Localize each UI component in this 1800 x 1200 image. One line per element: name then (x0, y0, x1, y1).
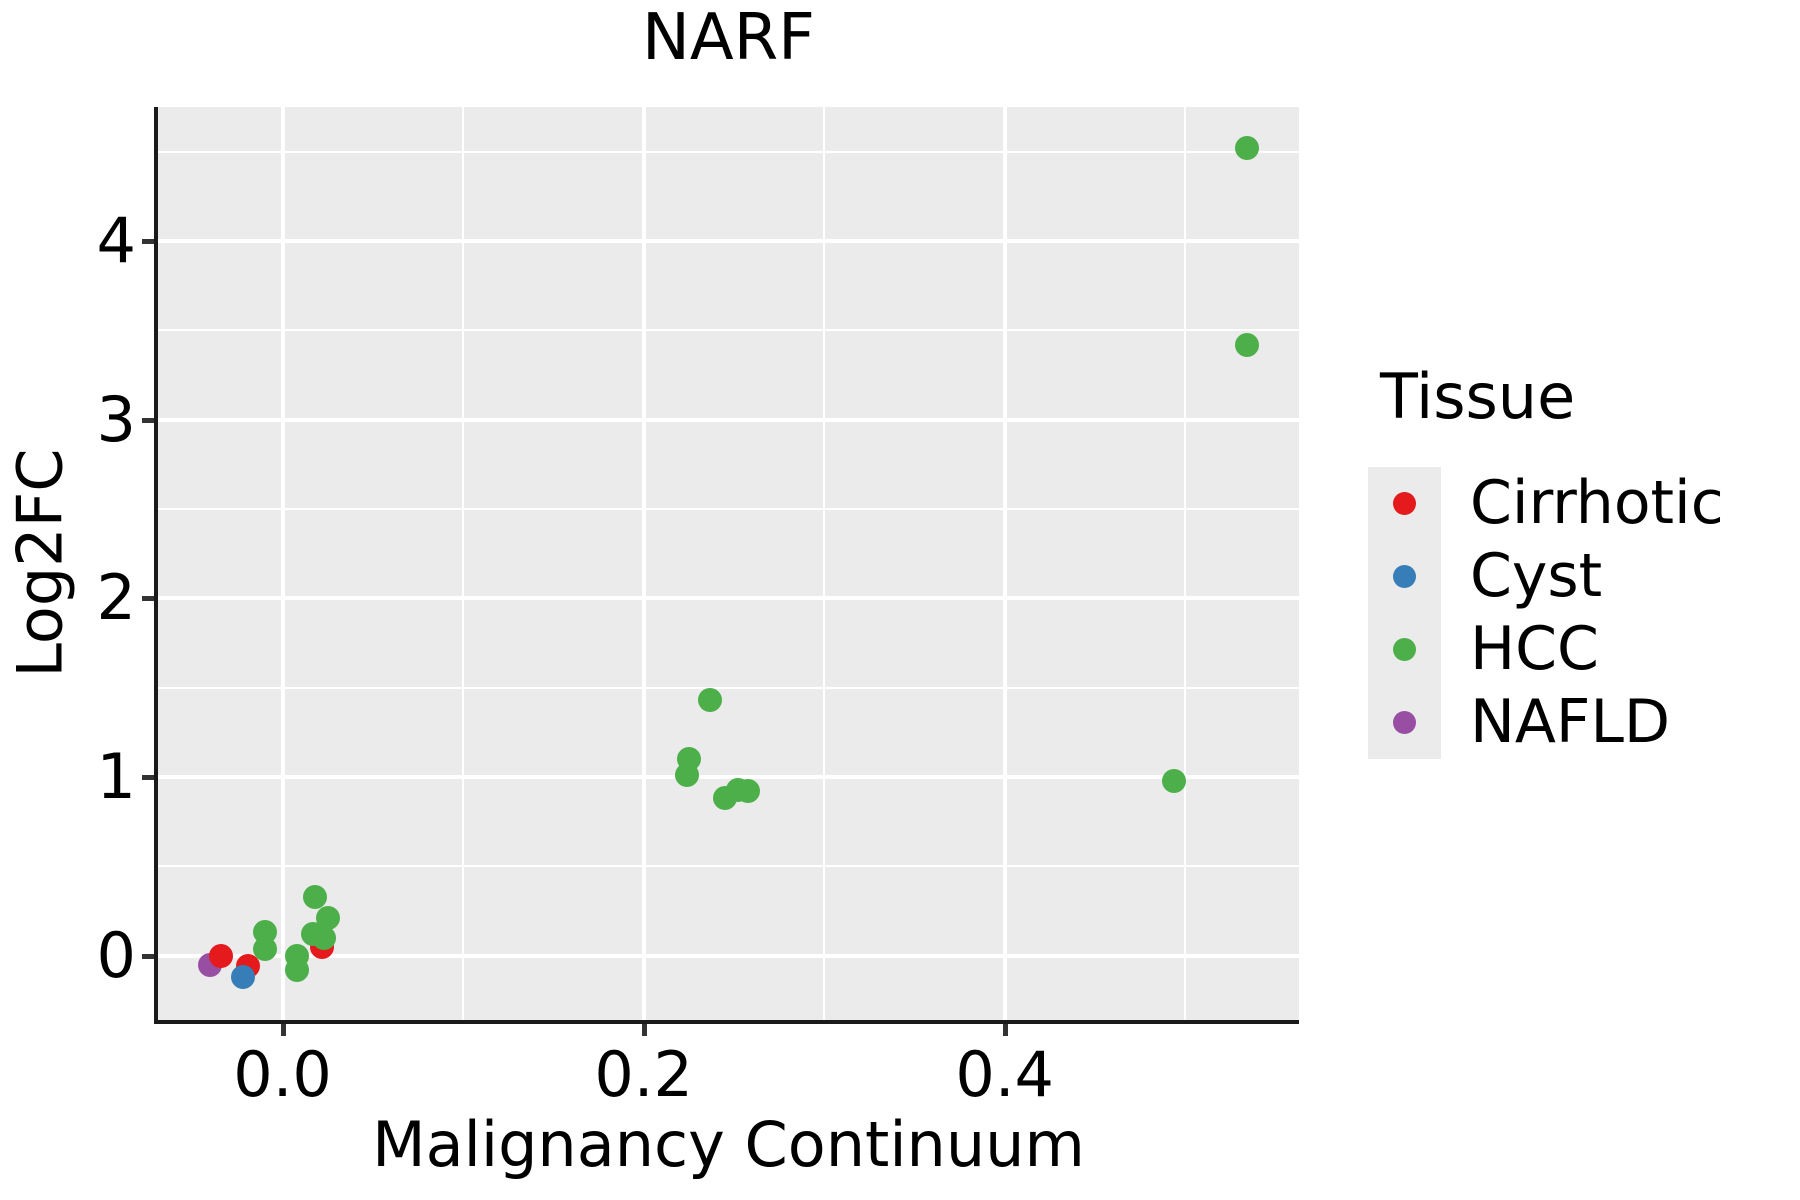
scatter-point-hcc (312, 925, 337, 950)
legend-key (1368, 540, 1441, 613)
scatter-point-hcc (736, 779, 761, 804)
minor-gridline-y (158, 508, 1299, 510)
major-gridline-y (158, 953, 1299, 958)
minor-gridline-y (158, 150, 1299, 153)
legend-label: NAFLD (1470, 687, 1671, 757)
major-gridline-y (158, 596, 1299, 601)
scatter-point-cyst (230, 965, 255, 990)
legend-label: Cyst (1470, 541, 1603, 611)
legend-dot-cyst (1393, 565, 1416, 588)
minor-gridline-y (158, 686, 1299, 689)
x-tick-label: 0.2 (594, 1038, 693, 1111)
legend-dot-nafld (1393, 711, 1416, 734)
legend-key (1368, 613, 1441, 686)
major-gridline-x (641, 107, 646, 1020)
y-axis-label: Log2FC (3, 448, 77, 678)
scatter-point-hcc (1162, 768, 1187, 793)
legend-key (1368, 467, 1441, 540)
scatter-point-hcc (1234, 332, 1259, 357)
scatter-point-hcc (285, 957, 309, 982)
major-gridline-x (280, 107, 285, 1020)
y-tick-label: 2 (96, 561, 136, 635)
x-tick-label: 0.4 (955, 1038, 1055, 1111)
y-axis-line (154, 107, 158, 1024)
legend-label: HCC (1470, 614, 1599, 684)
minor-gridline-y (158, 865, 1299, 868)
x-axis-line (154, 1020, 1299, 1024)
y-tick-mark (142, 953, 154, 959)
chart-title: NARF (642, 1, 815, 75)
major-gridline-x (1002, 107, 1007, 1020)
major-gridline-y (158, 239, 1299, 243)
minor-gridline-x (462, 107, 465, 1020)
y-tick-mark (142, 239, 154, 244)
scatter-point-hcc (252, 936, 277, 961)
x-axis-label: Malignancy Continuum (372, 1108, 1085, 1181)
major-gridline-y (158, 775, 1299, 779)
y-tick-mark (142, 775, 154, 780)
x-tick-mark (1002, 1024, 1008, 1036)
legend-title: Tissue (1380, 360, 1576, 433)
legend-dot-cirrhotic (1393, 492, 1416, 515)
scatter-point-hcc (698, 688, 723, 713)
scatter-point-hcc (674, 763, 699, 788)
minor-gridline-y (158, 329, 1299, 332)
scatter-point-hcc (1234, 136, 1259, 161)
legend-key (1368, 686, 1441, 759)
legend-label: Cirrhotic (1470, 468, 1724, 538)
x-tick-label: 0.0 (233, 1038, 332, 1111)
plot-panel (158, 107, 1299, 1020)
y-tick-label: 1 (96, 740, 136, 813)
legend-dot-hcc (1393, 638, 1416, 661)
y-tick-label: 4 (96, 204, 136, 277)
major-gridline-y (158, 417, 1299, 422)
minor-gridline-x (823, 107, 826, 1020)
scatter-point-cirrhotic (209, 943, 234, 968)
scatter-point-hcc (303, 884, 328, 909)
y-tick-mark (142, 417, 154, 423)
x-tick-mark (641, 1024, 647, 1036)
y-tick-label: 0 (96, 918, 136, 992)
minor-gridline-x (1184, 107, 1187, 1020)
y-tick-label: 3 (96, 382, 136, 456)
y-tick-mark (142, 596, 154, 602)
x-tick-mark (280, 1024, 286, 1036)
